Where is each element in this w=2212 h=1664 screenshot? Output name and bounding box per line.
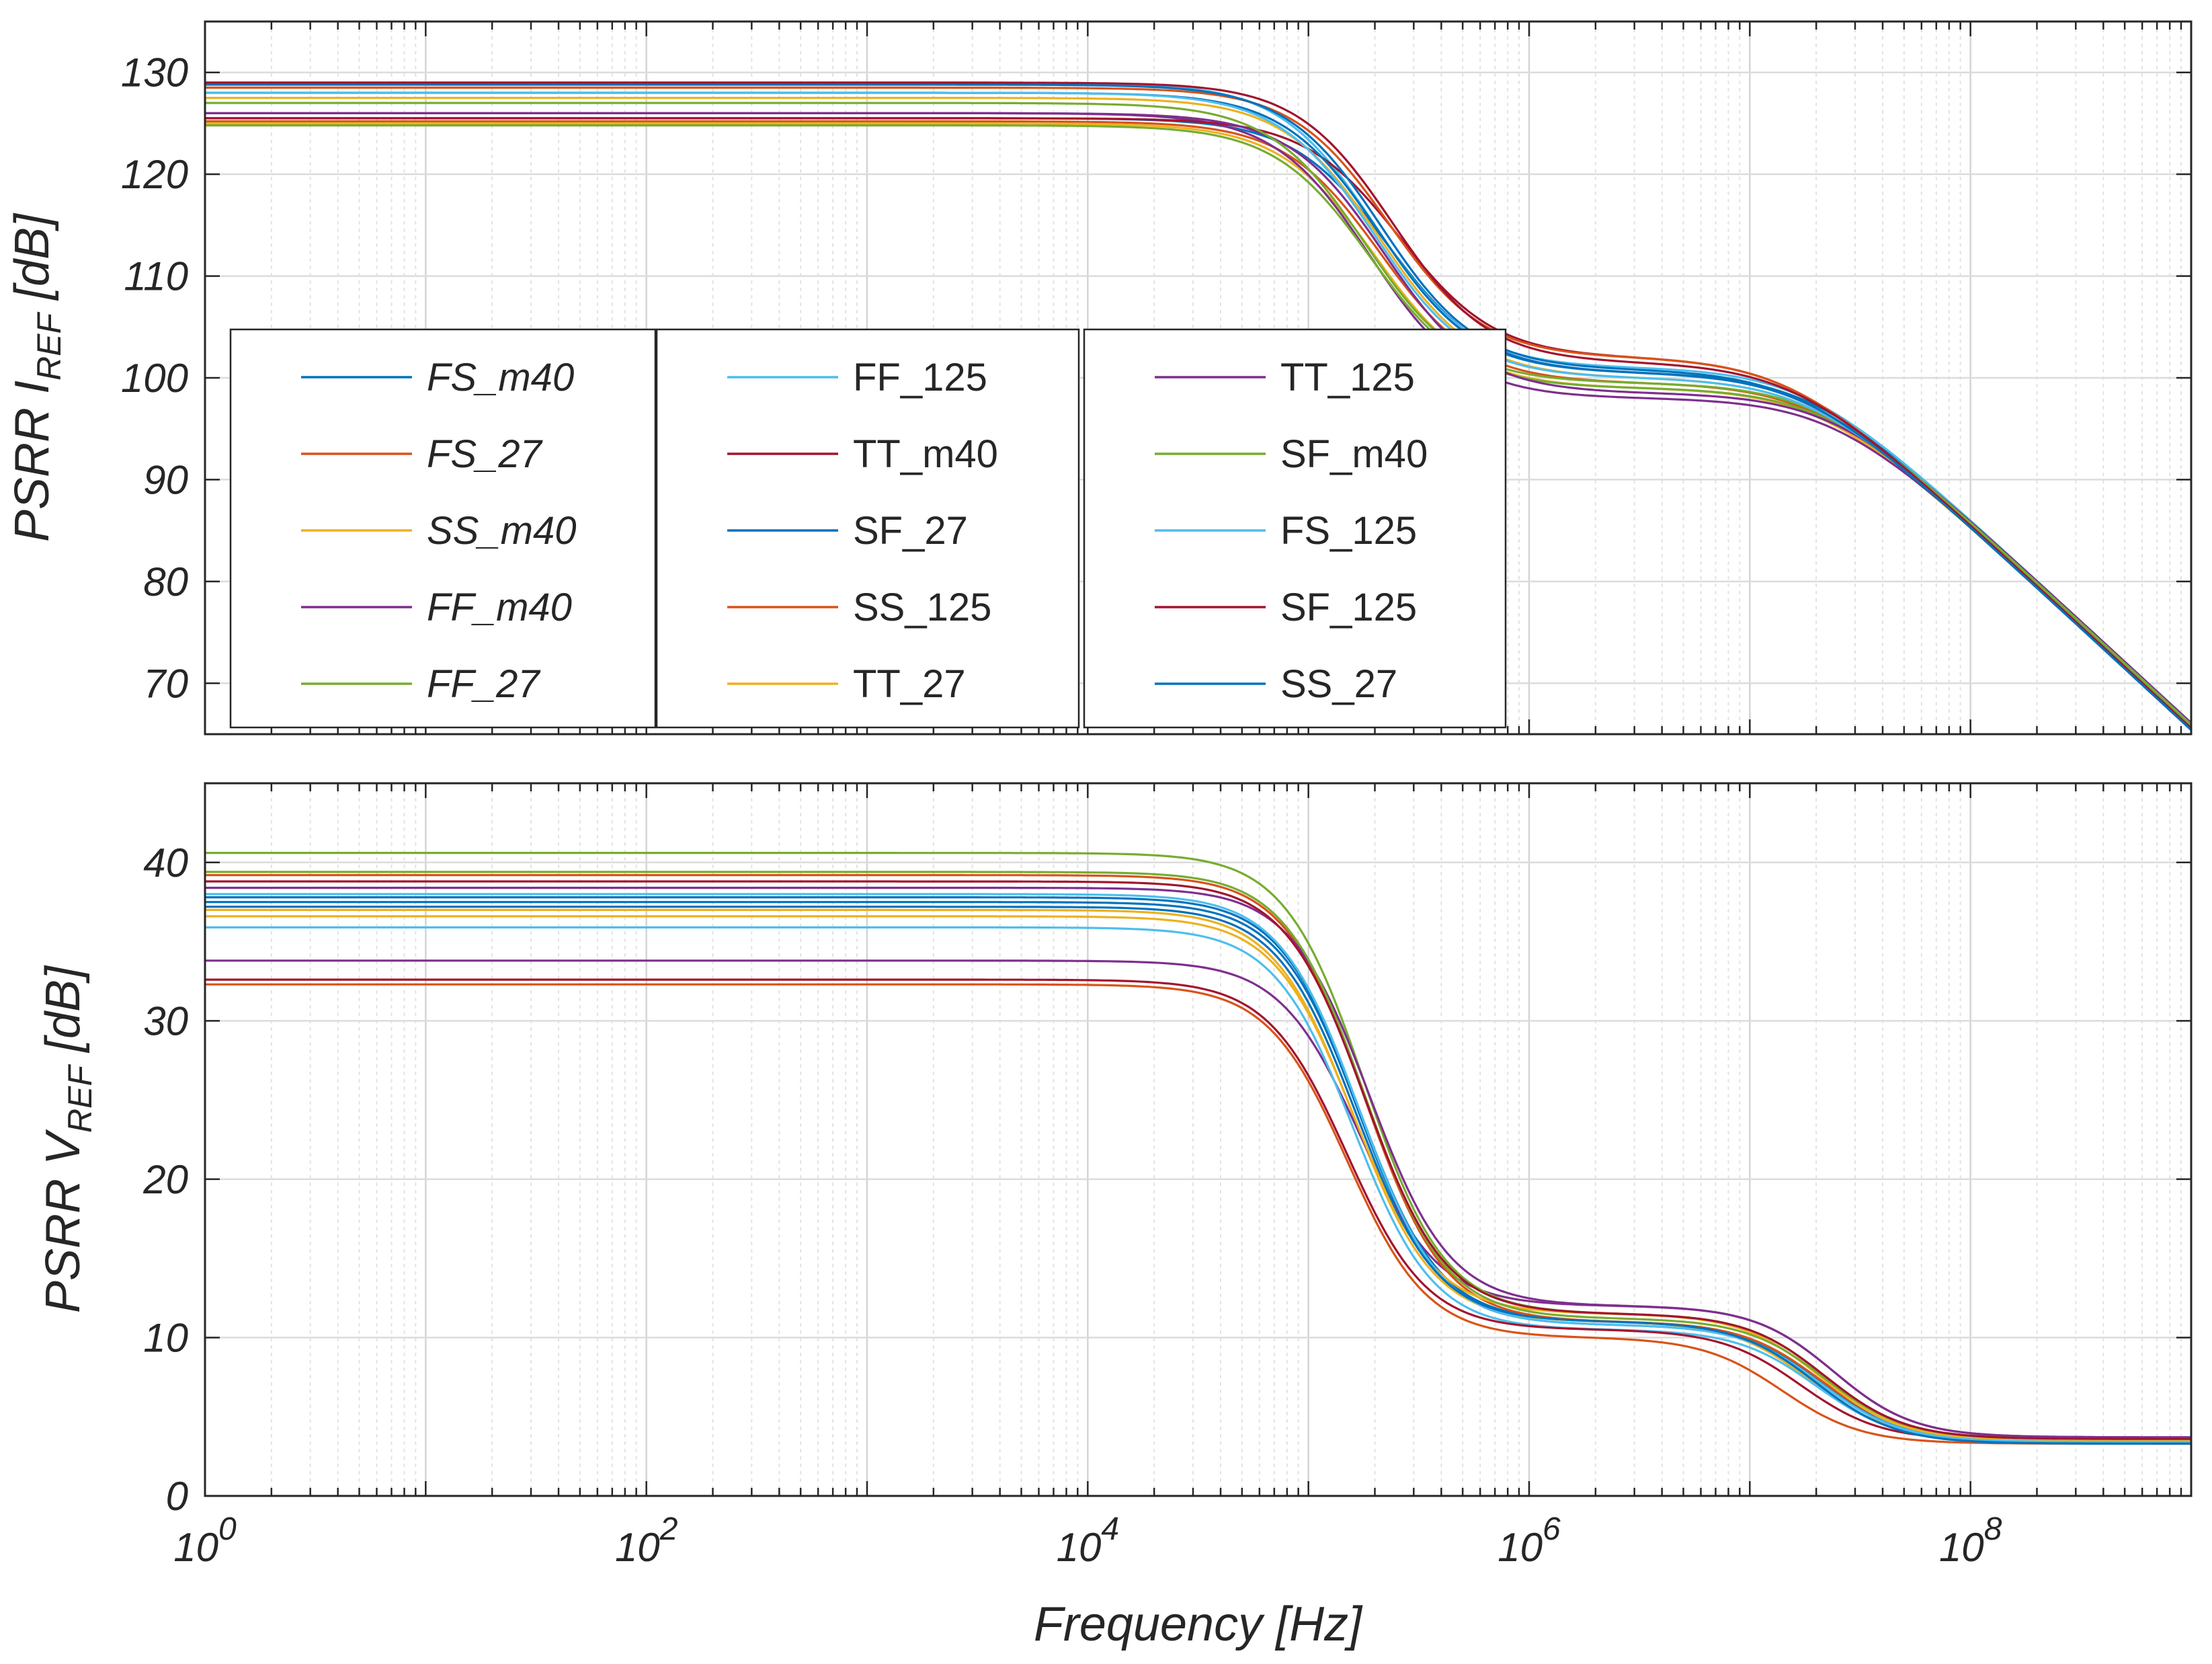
y-tick-label: 30 <box>143 998 188 1043</box>
legend-label-ff-27: FF_27 <box>427 662 541 706</box>
legend-label-tt-125: TT_125 <box>1280 356 1415 399</box>
y-tick-label: 20 <box>142 1157 188 1202</box>
series-line-sf-125 <box>205 81 2193 729</box>
legend-column-box <box>655 328 1080 729</box>
y-tick-label: 10 <box>143 1315 188 1360</box>
legend-label-sf-m40: SF_m40 <box>1280 432 1428 476</box>
y-tick-label: 80 <box>143 559 188 604</box>
legend-label-sf-27: SF_27 <box>853 509 968 553</box>
y-tick-label: 100 <box>121 356 188 401</box>
bottom-y-ticks: 0 10 20 30 40 <box>142 840 188 1519</box>
legend-label-ff-125: FF_125 <box>853 356 987 399</box>
top-y-axis-title: PSRR IREF [dB] <box>5 212 68 542</box>
top-panel-psrr-iref: 70 80 90 100 110 120 130 PSRR IREF [dB] FS_m40… <box>5 20 2193 736</box>
legend-label-ss-m40: SS_m40 <box>427 509 576 553</box>
series-line-ss-27 <box>205 906 2192 1445</box>
series-line-tt-m40 <box>205 978 2191 1442</box>
y-tick-label: 110 <box>124 254 188 299</box>
bottom-y-axis-title: PSRR VREF [dB] <box>36 965 99 1313</box>
legend-label-ss-27: SS_27 <box>1280 662 1397 706</box>
legend-label-tt-m40: TT_m40 <box>853 432 998 476</box>
legend-label-fs-m40: FS_m40 <box>427 356 574 399</box>
top-y-ticks: 70 80 90 100 110 120 130 <box>121 50 188 707</box>
y-tick-label: 130 <box>121 50 188 95</box>
bottom-panel-psrr-vref: 0 10 20 30 40 100 102 104 106 108 PSRR VREF [dB]… <box>36 782 2193 1651</box>
y-tick-label: 40 <box>143 840 188 885</box>
legend-column-box <box>229 328 657 729</box>
y-tick-label: 90 <box>143 457 188 502</box>
series-line-fs-27 <box>205 983 2191 1445</box>
x-tick-label: 106 <box>1498 1511 1561 1570</box>
y-tick-label: 120 <box>121 152 188 197</box>
top-axes-box <box>204 20 2193 736</box>
series-line-tt-125 <box>205 886 2191 1439</box>
series-line-ss-27 <box>205 83 2193 731</box>
top-series-lines <box>205 81 2193 731</box>
legend: FS_m40 FS_27 SS_m40 FF_m40 FF_27 FF_125 TT_m40… <box>229 328 1507 729</box>
y-tick-label: 70 <box>143 661 188 706</box>
legend-label-fs-27: FS_27 <box>427 432 544 476</box>
legend-column-box <box>1083 328 1507 729</box>
bottom-series-lines <box>205 852 2192 1445</box>
legend-label-ff-m40: FF_m40 <box>427 586 572 629</box>
x-tick-label: 100 <box>173 1511 237 1570</box>
bottom-axes-box <box>204 782 2193 1497</box>
series-line-sf-125 <box>205 880 2191 1440</box>
legend-label-sf-125: SF_125 <box>1280 586 1417 629</box>
x-axis-ticks: 100 102 104 106 108 <box>173 1511 2002 1570</box>
series-line-fs-125 <box>205 893 2191 1443</box>
legend-label-ss-125: SS_125 <box>853 586 991 629</box>
y-tick-label: 0 <box>166 1474 188 1519</box>
x-tick-label: 108 <box>1939 1511 2002 1570</box>
series-line-ss-m40 <box>205 122 2193 731</box>
x-tick-label: 102 <box>615 1511 678 1570</box>
x-tick-label: 104 <box>1057 1511 1119 1570</box>
x-axis-title: Frequency [Hz] <box>1034 1597 1363 1651</box>
series-line-tt-27 <box>205 915 2191 1442</box>
series-line-sf-m40 <box>205 871 2191 1440</box>
bottom-plot-area <box>205 783 2191 1496</box>
legend-label-fs-125: FS_125 <box>1280 509 1417 553</box>
legend-label-tt-27: TT_27 <box>853 662 966 706</box>
